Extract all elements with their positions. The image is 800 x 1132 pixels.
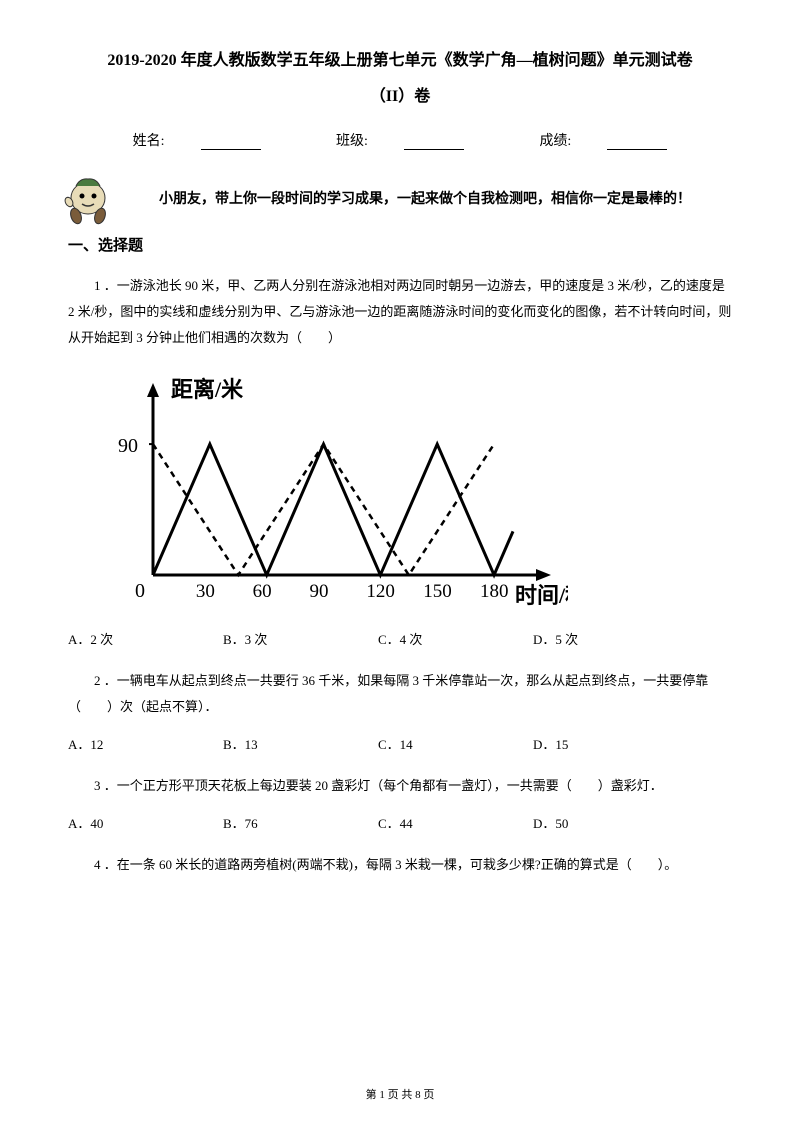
q2-opt-a: A．12: [68, 734, 223, 753]
encourage-text: 小朋友，带上你一段时间的学习成果，一起来做个自我检测吧，相信你一定是最棒的！: [68, 188, 732, 208]
svg-text:120: 120: [366, 581, 395, 602]
svg-text:90: 90: [310, 581, 329, 602]
svg-text:30: 30: [196, 581, 215, 602]
question-4: 4 ．在一条 60 米长的道路两旁植树(两端不栽)，每隔 3 米栽一棵，可栽多少…: [68, 852, 732, 878]
q1-chart: 距离/米时间/秒 90 0 30 60 90 120 150 180: [98, 365, 732, 615]
svg-text:180: 180: [480, 581, 509, 602]
q3-opt-d: D．50: [533, 813, 688, 832]
q1-opt-d: D．5 次: [533, 629, 688, 648]
class-label: 班级:: [336, 134, 368, 149]
q3-opt-a: A．40: [68, 813, 223, 832]
q3-opt-c: C．44: [378, 813, 533, 832]
q1-options: A．2 次 B．3 次 C．4 次 D．5 次: [68, 629, 732, 648]
q4-num: 4 ．: [94, 857, 117, 872]
q3-options: A．40 B．76 C．44 D．50: [68, 813, 732, 832]
q1-opt-c: C．4 次: [378, 629, 533, 648]
svg-text:60: 60: [253, 581, 272, 602]
q3-num: 3 ．: [94, 778, 117, 793]
q1-num: 1 ．: [94, 278, 117, 293]
q4-text: 在一条 60 米长的道路两旁植树(两端不栽)，每隔 3 米栽一棵，可栽多少棵?正…: [117, 857, 677, 872]
q2-opt-d: D．15: [533, 734, 688, 753]
score-label: 成绩:: [539, 134, 571, 149]
info-row: 姓名: 班级: 成绩:: [68, 130, 732, 150]
page-title-sub: （II）卷: [68, 82, 732, 106]
score-blank: [607, 136, 667, 150]
question-2: 2 ．一辆电车从起点到终点一共要行 36 千米，如果每隔 3 千米停靠站一次，那…: [68, 668, 732, 720]
name-blank: [201, 136, 261, 150]
q1-text: 一游泳池长 90 米，甲、乙两人分别在游泳池相对两边同时朝另一边游去，甲的速度是…: [68, 278, 731, 345]
q2-text: 一辆电车从起点到终点一共要行 36 千米，如果每隔 3 千米停靠站一次，那么从起…: [68, 673, 708, 714]
svg-text:时间/秒: 时间/秒: [515, 583, 568, 608]
page-footer: 第 1 页 共 8 页: [0, 1086, 800, 1102]
q3-text: 一个正方形平顶天花板上每边要装 20 盏彩灯（每个角都有一盏灯），一共需要（ ）…: [117, 778, 663, 793]
q3-opt-b: B．76: [223, 813, 378, 832]
q2-opt-b: B．13: [223, 734, 378, 753]
svg-text:150: 150: [423, 581, 452, 602]
page-title-main: 2019-2020 年度人教版数学五年级上册第七单元《数学广角—植树问题》单元测…: [68, 48, 732, 74]
question-1: 1 ．一游泳池长 90 米，甲、乙两人分别在游泳池相对两边同时朝另一边游去，甲的…: [68, 273, 732, 351]
q1-opt-b: B．3 次: [223, 629, 378, 648]
q1-opt-a: A．2 次: [68, 629, 223, 648]
section-1-header: 一、选择题: [68, 234, 732, 255]
svg-text:0: 0: [135, 580, 145, 602]
svg-text:距离/米: 距离/米: [171, 377, 244, 402]
class-blank: [404, 136, 464, 150]
q2-opt-c: C．14: [378, 734, 533, 753]
question-3: 3 ．一个正方形平顶天花板上每边要装 20 盏彩灯（每个角都有一盏灯），一共需要…: [68, 773, 732, 799]
q2-num: 2 ．: [94, 673, 117, 688]
name-label: 姓名:: [133, 134, 165, 149]
svg-text:90: 90: [118, 435, 138, 457]
q2-options: A．12 B．13 C．14 D．15: [68, 734, 732, 753]
